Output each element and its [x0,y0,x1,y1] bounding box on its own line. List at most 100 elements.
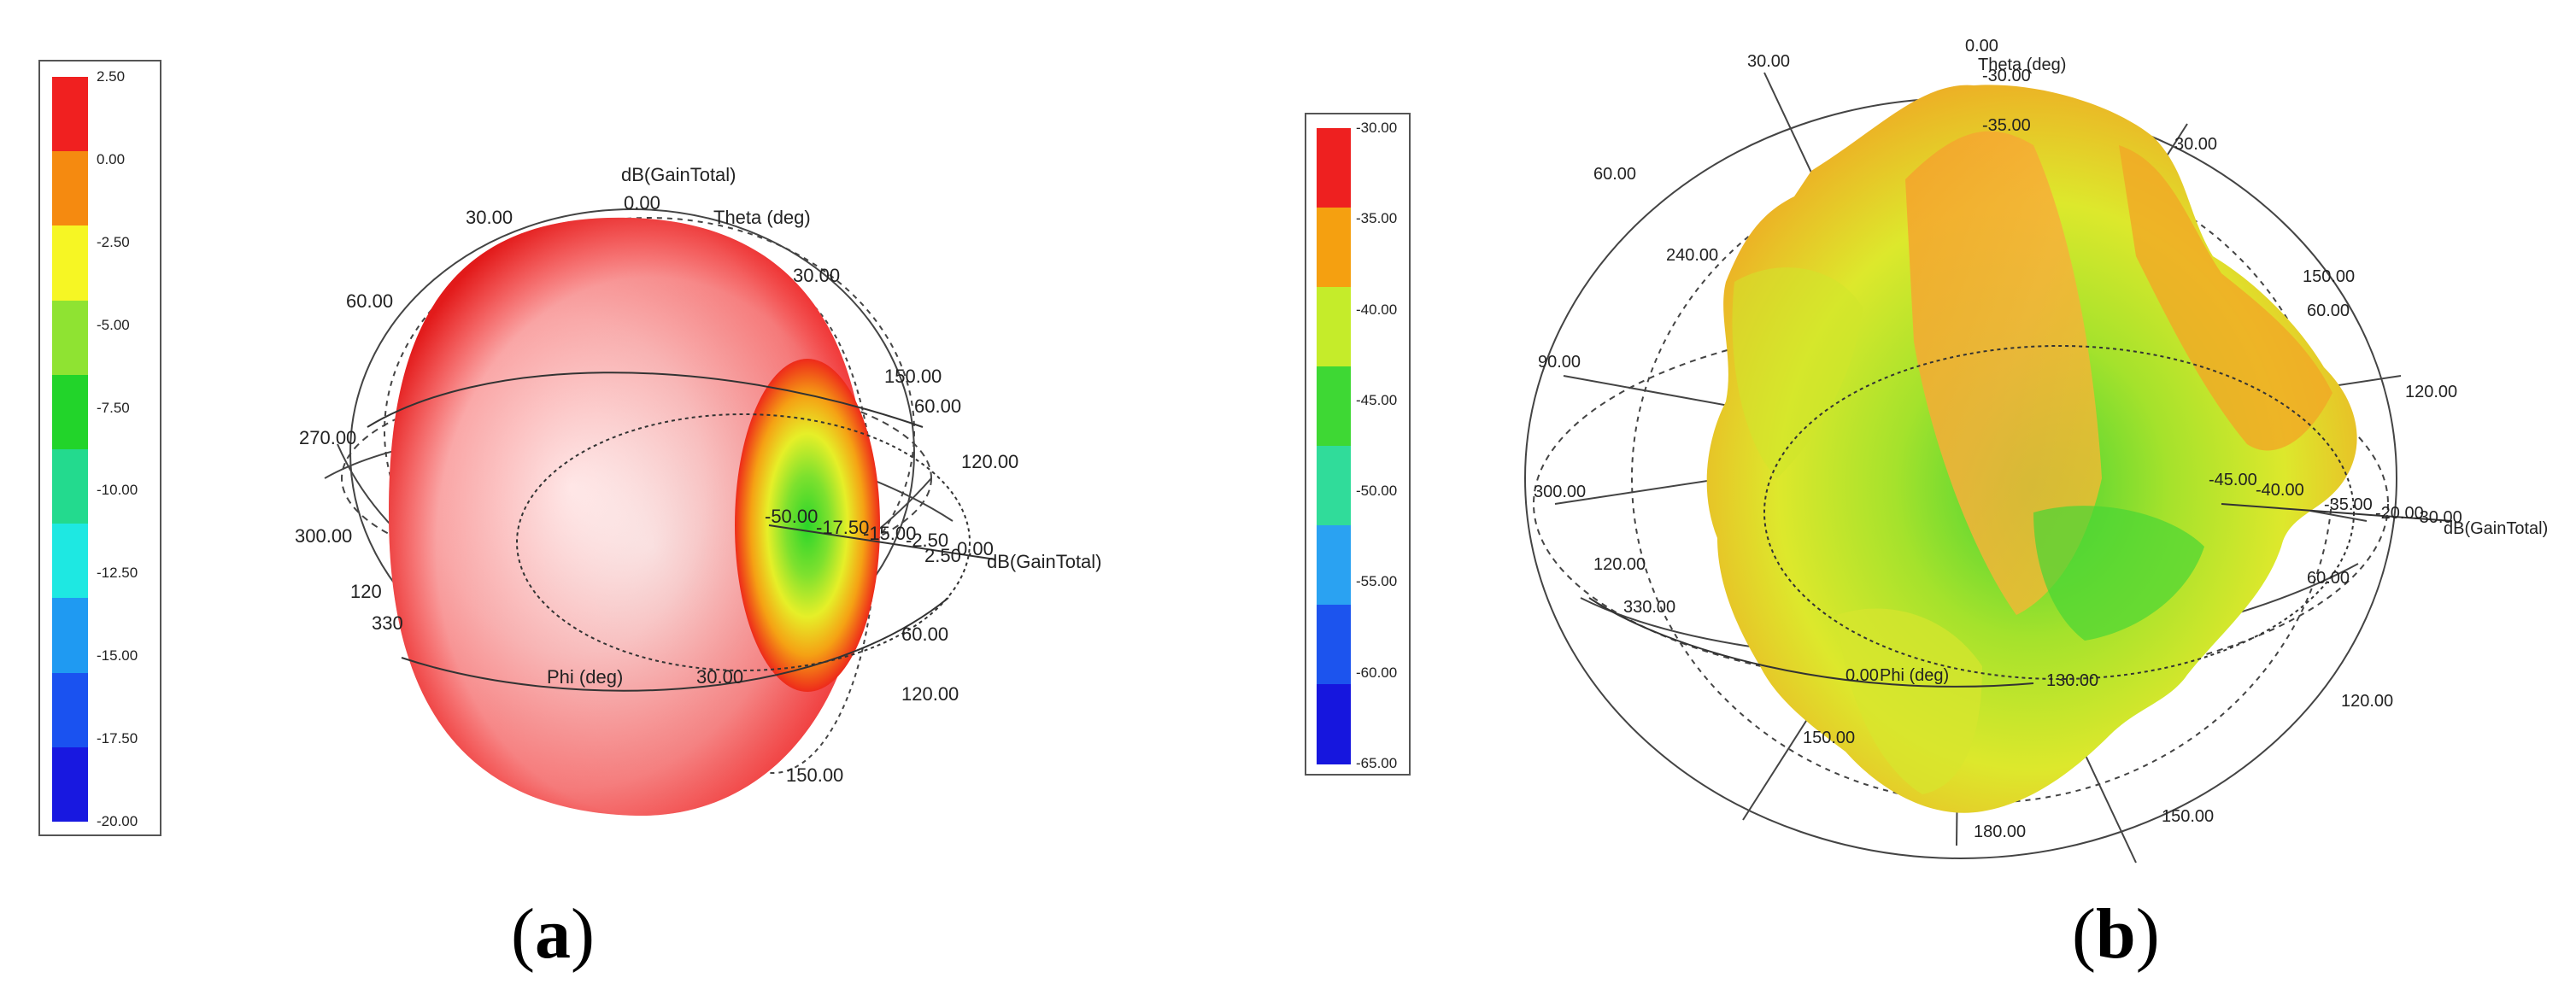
angle-label-a-12: 120 [350,581,382,602]
angle-label-b-8: 90.00 [1538,353,1581,372]
angle-label-a-14: 0.00 [624,192,660,214]
angle-label-b-4: 240.00 [1666,246,1718,265]
angle-label-a-6: 60.00 [901,624,948,645]
angle-label-b-7: 120.00 [2405,383,2457,401]
color-scale-segment [1317,446,1351,526]
color-scale-segment [1317,287,1351,367]
theta-axis-label-b: Theta (deg) [1978,56,2066,74]
color-scale-segment [52,374,88,450]
color-scale-tick-label: -17.50 [97,730,138,747]
angle-label-b-3: 60.00 [1593,165,1636,184]
radial-label-b-5: -20.00 [2375,504,2424,523]
radial-label-b-4: -35.00 [2324,495,2373,514]
panel-caption-a: (a) [511,894,595,974]
angle-label-a-8: 30.00 [696,666,743,688]
color-scale-bar-a [52,77,88,823]
color-scale-segment [52,672,88,748]
radial-label-a-3: -2.50 [906,530,948,551]
angle-label-b-10: 120.00 [1593,555,1646,574]
angle-label-a-3: 150.00 [884,366,942,387]
pattern-null-a [735,359,880,692]
pattern-lobe-b-1 [2119,145,2332,451]
angle-label-b-1: 30.00 [1747,52,1790,71]
color-scale-tick-label: -45.00 [1356,391,1398,408]
gain-axis-end-label-a: dB(GainTotal) [987,551,1102,572]
pattern-lobe-b-4 [2033,506,2204,641]
color-scale-segment [52,598,88,674]
color-scale-segment [1317,605,1351,685]
color-scale-segment [1317,366,1351,447]
angle-label-a-9: 150.00 [786,764,843,786]
color-scale-segment [1317,128,1351,208]
pattern-surface-shade-a [389,217,867,817]
color-scale-tick-label: -60.00 [1356,664,1398,681]
color-scale-segment [52,746,88,823]
angle-label-b-14: 150.00 [2162,807,2214,826]
angle-label-a-11: 270.00 [299,427,356,448]
color-scale-tick-label: -35.00 [1356,210,1398,227]
color-scale-tick-label: -12.50 [97,565,138,582]
radial-label-a-0: -50.00 [765,506,818,527]
pattern-lobe-b-3 [1837,608,1982,794]
color-scale-segment [52,225,88,302]
color-scale-bar-b [1317,128,1351,764]
color-scale-segment [1317,525,1351,606]
angle-label-b-15: 180.00 [1974,823,2026,841]
panel-caption-b: (b) [2072,894,2160,974]
color-scale-segment [52,77,88,152]
radial-label-b-3: -40.00 [2256,481,2304,500]
color-scale-segment [52,151,88,226]
color-scale-segment [1317,684,1351,764]
theta-axis-label-a: Theta (deg) [713,207,811,228]
radial-label-a-2: -15.00 [863,523,916,544]
angle-label-b-13: 120.00 [2341,692,2393,711]
pattern-lobe-b-2 [1732,267,1863,478]
color-scale-tick-label: -7.50 [97,399,130,416]
color-scale-tick-label: -30.00 [1356,120,1398,136]
angle-label-b-18: 0.00 [1845,666,1879,685]
color-scale-tick-label: -40.00 [1356,301,1398,318]
color-scale-tick-label: -5.00 [97,316,130,333]
radiation-plot-b: Theta (deg) Phi (deg) dB(GainTotal) 0.00… [1524,37,2548,864]
color-scale-tick-label: 2.50 [97,68,126,85]
gain-axis-label-b: dB(GainTotal) [2444,519,2548,538]
color-scale-tick-label: -65.00 [1356,755,1398,771]
radial-label-a-4: 2.50 [924,545,961,566]
phi-axis-label-b: Phi (deg) [1880,666,1949,685]
angle-label-b-17: 130.00 [2046,671,2098,690]
angle-label-a-0: 30.00 [466,207,513,228]
angle-label-b-9: 300.00 [1534,483,1586,501]
angle-label-b-6: 60.00 [2307,302,2350,320]
angle-label-a-13: 330 [372,612,403,634]
angle-label-b-2: 30.00 [2174,135,2217,154]
color-scale-tick-label: -50.00 [1356,483,1398,500]
color-scale-segment [52,524,88,599]
angle-label-b-11: 330.00 [1623,598,1675,617]
color-scale-b: -30.00 -35.00 -40.00 -45.00 -50.00 -55.00 -60.… [1305,113,1411,776]
radial-label-b-2: -45.00 [2209,471,2257,489]
panel-caption-a-letter: a [534,894,571,974]
color-scale-tick-label: -20.00 [97,813,138,829]
pattern-lobe-b-0 [1905,131,2102,615]
gain-axis-label-a: dB(GainTotal) [621,164,736,185]
angle-label-a-7: 120.00 [901,683,959,705]
color-scale-segment [1317,208,1351,288]
angle-label-b-16: 150.00 [1803,729,1855,747]
angle-label-b-12: 60.00 [2307,569,2350,588]
radial-label-a-1: -17.50 [816,517,869,538]
angle-label-b-0: 0.00 [1965,37,1998,56]
radial-label-b-1: -35.00 [1982,116,2031,135]
angle-label-a-5: 120.00 [961,451,1018,472]
angle-label-b-5: 150.00 [2303,267,2355,286]
angle-label-a-1: 60.00 [346,290,393,312]
color-scale-segment [52,449,88,524]
angle-label-a-2: 30.00 [793,265,840,286]
radial-label-b-6: -30.00 [2414,508,2462,527]
radial-label-b-0: -30.00 [1982,67,2031,85]
radiation-plot-a: dB(GainTotal) Theta (deg) Phi (deg) 30.0… [295,164,1102,817]
phi-axis-label-a: Phi (deg) [547,666,623,688]
angle-label-a-4: 60.00 [914,395,961,417]
angle-label-a-10: 300.00 [295,525,352,547]
color-scale-segment [52,300,88,376]
